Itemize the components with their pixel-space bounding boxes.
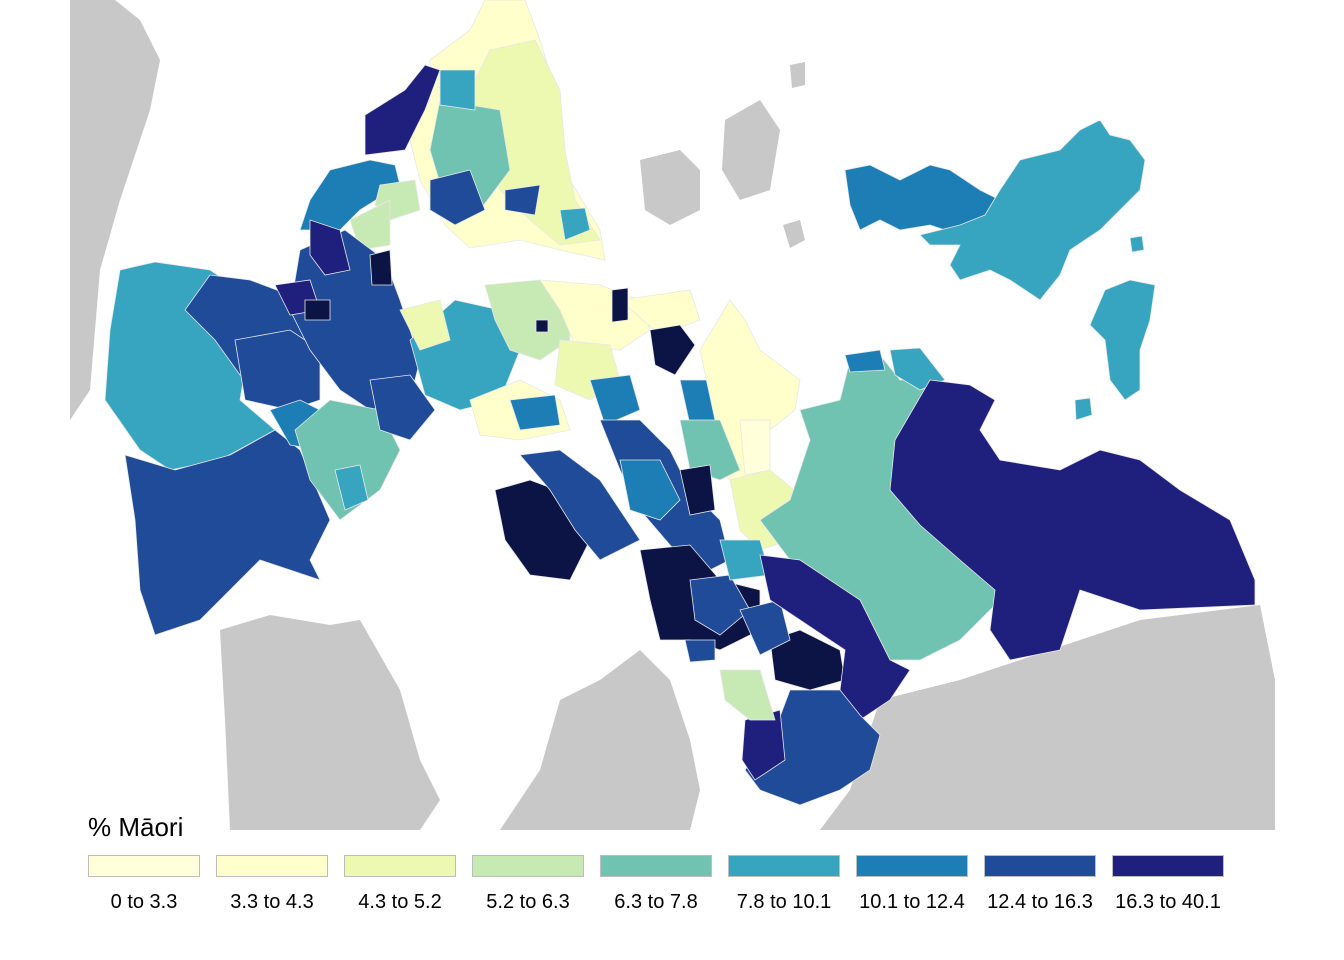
land-southwest-peninsula	[220, 615, 440, 830]
choropleth-map	[70, 0, 1344, 830]
legend-swatch-7	[856, 855, 968, 877]
region-west-urban-h	[334, 464, 369, 511]
legend-swatch-9	[1112, 855, 1224, 877]
legend-swatch-4	[472, 855, 584, 877]
region-central-j	[649, 324, 696, 376]
legend: 0 to 3.3 3.3 to 4.3 4.3 to 5.2 5.2 to 6.…	[88, 855, 1258, 915]
region-west-urban-b	[309, 219, 351, 276]
region-south-g	[679, 464, 716, 516]
land-southeast	[820, 605, 1275, 830]
region-ponui-island	[1089, 279, 1156, 401]
region-west-urban-e	[304, 299, 331, 321]
region-south-a	[519, 449, 641, 561]
region-south-j	[759, 554, 911, 721]
region-west-urban-c	[369, 249, 393, 286]
legend-label-9: 16.3 to 40.1	[1115, 891, 1221, 913]
legend-swatch-3	[344, 855, 456, 877]
region-north-peninsula-f	[504, 184, 541, 216]
legend-swatch-6	[728, 855, 840, 877]
region-south-l	[719, 669, 776, 721]
land-west-coast	[70, 0, 160, 420]
legend-label-4: 5.2 to 6.3	[486, 891, 570, 913]
legend-label-6: 7.8 to 10.1	[736, 891, 832, 913]
region-west-urban-i	[369, 374, 436, 441]
region-north-peninsula-d	[429, 169, 486, 226]
region-central-b	[399, 299, 451, 351]
region-south-i	[739, 599, 791, 656]
region-south-m	[684, 639, 716, 663]
region-east-c	[739, 419, 771, 476]
region-northwest-strip	[364, 64, 441, 156]
land-south-middle	[500, 650, 700, 830]
region-clevedon	[889, 379, 1256, 661]
region-central-k	[509, 394, 561, 431]
region-south-k	[741, 709, 786, 781]
legend-label-5: 6.3 to 7.8	[614, 891, 698, 913]
background-land	[70, 0, 1344, 830]
legend-label-7: 10.1 to 12.4	[859, 891, 965, 913]
region-northwest-coast	[299, 159, 401, 231]
legend-swatch-8	[984, 855, 1096, 877]
land-waiheke-islands	[640, 150, 700, 225]
legend-label-8: 12.4 to 16.3	[987, 891, 1093, 913]
region-west-b	[234, 329, 321, 411]
legend-label-1: 0 to 3.3	[110, 891, 178, 913]
land-north-coast	[520, 0, 1344, 60]
region-west-urban-g	[294, 399, 401, 521]
legend-swatch-1	[88, 855, 200, 877]
region-east-d	[679, 419, 741, 481]
legend-swatch-2	[216, 855, 328, 877]
region-small-islet	[1074, 397, 1093, 421]
legend-label-2: 3.3 to 4.3	[230, 891, 314, 913]
region-central-i	[611, 287, 629, 323]
land-small-island-2	[783, 220, 805, 248]
region-north-peninsula-g	[559, 207, 591, 241]
legend-label-3: 4.3 to 5.2	[358, 891, 442, 913]
region-north-peninsula-e	[439, 69, 476, 111]
region-central-l	[535, 319, 549, 333]
legend-title: % Māori	[88, 812, 184, 842]
region-east-f	[844, 349, 886, 373]
region-southwest-large	[124, 429, 331, 636]
region-central-h	[619, 289, 701, 336]
data-regions	[104, 0, 1256, 806]
region-south-c	[619, 459, 681, 521]
region-islet-2	[1129, 235, 1145, 253]
legend-swatch-5	[600, 855, 712, 877]
region-south-e	[689, 574, 751, 636]
land-rangitoto	[722, 100, 780, 200]
region-waiheke-east	[919, 119, 1146, 301]
land-small-island-1	[790, 62, 805, 88]
region-central-g	[589, 374, 641, 426]
